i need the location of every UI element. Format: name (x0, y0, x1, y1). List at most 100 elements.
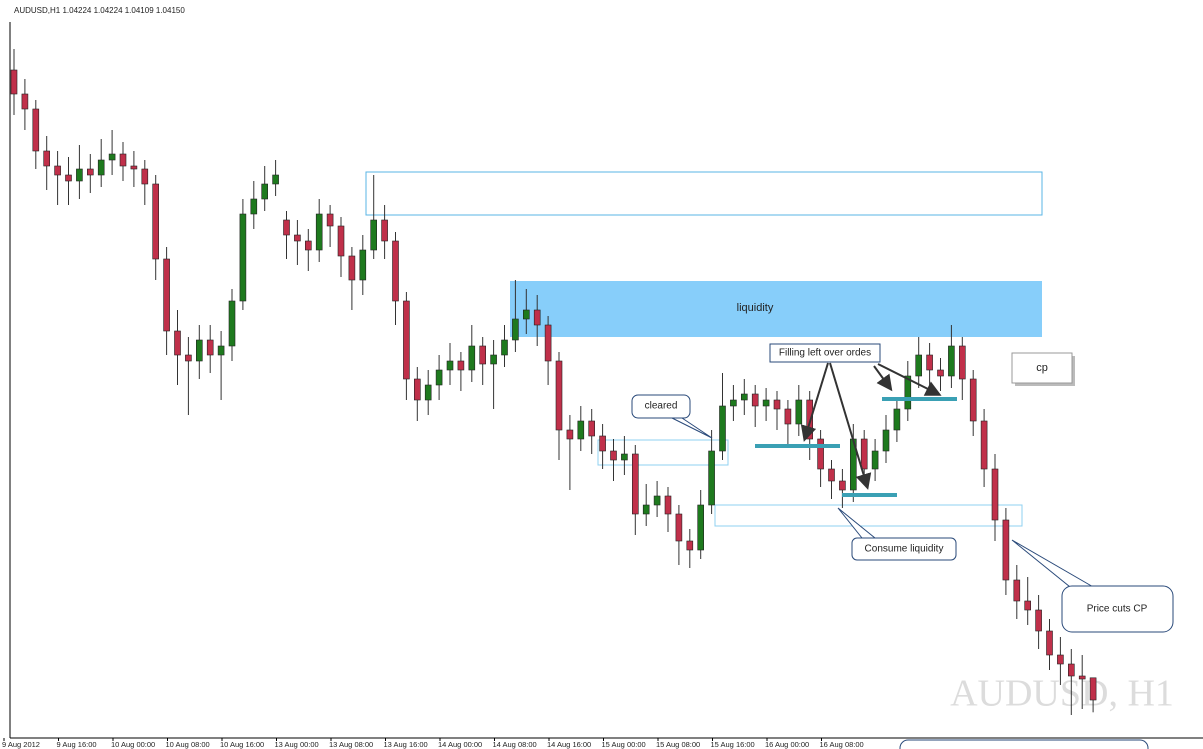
callout-tail (1011, 539, 1096, 596)
candle-body (544, 324, 552, 362)
arrow (873, 365, 893, 392)
arrows (800, 362, 942, 490)
time-label: 13 Aug 08:00 (329, 740, 373, 749)
time-axis: 9 Aug 2012 9 Aug 16:00 10 Aug 00:00 10 Aug … (2, 738, 864, 749)
candle-body (937, 369, 944, 377)
arrow (829, 362, 872, 490)
candle-body (424, 384, 432, 401)
callout-box (631, 394, 691, 419)
candle-body (926, 354, 933, 371)
arrow (800, 362, 829, 442)
candle-body (773, 399, 781, 410)
time-label: 16 Aug 08:00 (820, 740, 864, 749)
candle-body (457, 360, 465, 371)
candle-body (315, 213, 323, 251)
candle-body (272, 174, 279, 185)
candle-body (130, 165, 138, 170)
candle-body (1035, 609, 1042, 632)
candle-body (1013, 579, 1021, 602)
time-label: 14 Aug 00:00 (438, 740, 482, 749)
annotation: liquidity (737, 302, 774, 314)
arrow (877, 363, 942, 396)
candle-body (65, 174, 72, 182)
candle-body (490, 354, 497, 365)
candle-body (87, 168, 94, 176)
time-label: 15 Aug 00:00 (602, 740, 646, 749)
candles (10, 49, 1097, 715)
candle-body (261, 183, 269, 200)
candle-body (555, 360, 563, 431)
partial-box (899, 739, 1149, 749)
candle-body (337, 225, 345, 257)
candle-body (119, 153, 127, 167)
annotations: liquidity Filling left over ordes cleare… (631, 302, 1174, 749)
candle-body (621, 453, 628, 461)
candle-body (141, 168, 149, 185)
candle-body (871, 450, 879, 470)
candle-body (719, 405, 726, 452)
candle-body (392, 240, 399, 302)
candle-body (1078, 675, 1086, 680)
candle-body (185, 354, 192, 362)
watermark: AUDUSD, H1 (950, 673, 1174, 715)
candle-body (1024, 600, 1031, 611)
candle-body (294, 234, 301, 242)
candle-body (435, 369, 443, 386)
time-label: 10 Aug 16:00 (220, 740, 264, 749)
candle-body (1046, 630, 1053, 656)
candle-body (196, 339, 203, 362)
time-label: 13 Aug 16:00 (384, 740, 428, 749)
candle-body (522, 309, 530, 320)
candle-body (784, 408, 792, 425)
candle-body (163, 258, 170, 332)
candle-body (359, 249, 367, 281)
candle-body (904, 375, 912, 410)
candle-body (1057, 654, 1064, 665)
candle-body (468, 345, 476, 371)
candle-body (206, 339, 214, 356)
candle-body (32, 108, 40, 152)
candle-body (174, 330, 181, 356)
candle-body (948, 345, 955, 377)
candle-body (860, 438, 868, 470)
candle-body (708, 450, 715, 506)
candle-body (882, 429, 890, 452)
candle-body (54, 165, 61, 176)
candle-body (228, 300, 236, 347)
candle-body (566, 429, 574, 440)
candle-body (751, 393, 759, 407)
callout-box (769, 343, 881, 363)
candle-body (97, 159, 105, 176)
time-label: 10 Aug 08:00 (166, 740, 210, 749)
callout-box (1011, 352, 1073, 384)
time-label: 9 Aug 2012 (2, 740, 40, 749)
annotation: cp (1036, 362, 1048, 374)
candle-body (969, 378, 977, 422)
annotation: Consume liquidity (865, 544, 944, 555)
candle-body (740, 393, 748, 401)
chart-title: AUDUSD,H1 1.04224 1.04224 1.04109 1.0415… (14, 6, 185, 15)
candle-body (762, 399, 770, 407)
candle-body (697, 504, 705, 551)
candle-body (501, 339, 508, 356)
candle-body (250, 198, 258, 215)
candle-body (152, 183, 159, 260)
time-label: 9 Aug 16:00 (57, 740, 97, 749)
candle-body (381, 219, 388, 242)
candle-body (1002, 519, 1010, 581)
candle-body (817, 438, 824, 470)
time-label: 13 Aug 00:00 (275, 740, 319, 749)
time-label: 14 Aug 16:00 (547, 740, 591, 749)
annotation: cleared (645, 401, 678, 412)
zone-outline (597, 439, 729, 466)
zones (365, 171, 1043, 527)
zone-outline (714, 504, 1023, 527)
candle-body (10, 69, 18, 95)
candle-body (370, 219, 378, 251)
callout-box (851, 537, 957, 561)
annotation: Filling left over ordes (779, 348, 871, 359)
candle-body (599, 435, 606, 452)
candle-body (239, 213, 247, 302)
